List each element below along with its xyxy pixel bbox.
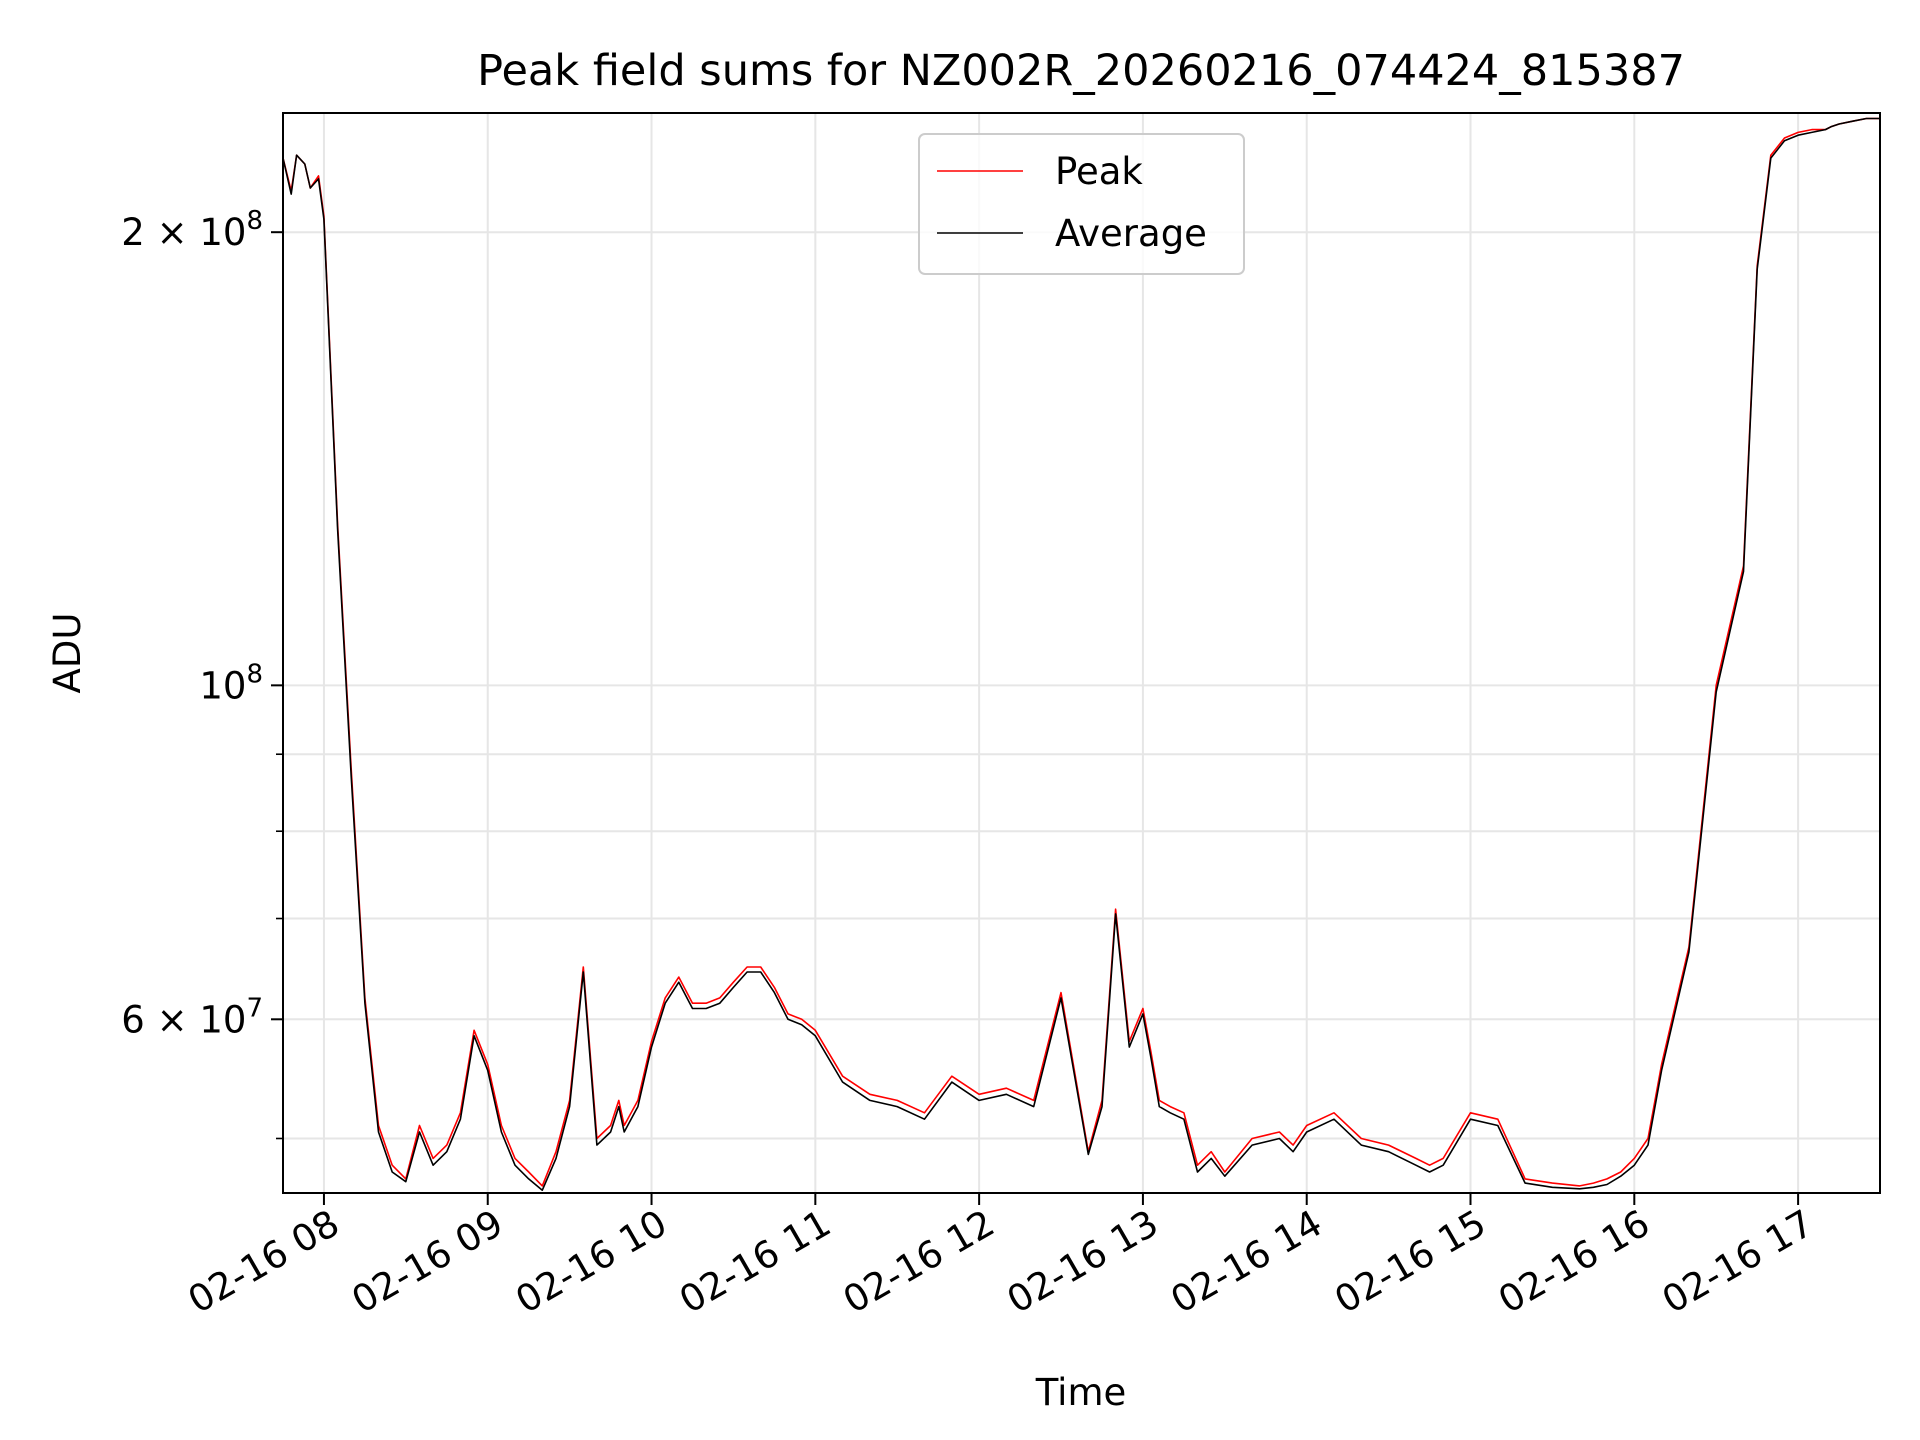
y-tick-label: 6 × 107 — [121, 993, 263, 1041]
legend-label-average: Average — [1055, 212, 1207, 255]
y-tick-label: 2 × 108 — [121, 206, 263, 254]
y-axis-label: ADU — [46, 613, 89, 694]
y-axis-ticks: 2 × 108 108 6 × 107 — [121, 206, 283, 1140]
legend: Peak Average — [918, 133, 1245, 275]
series-line-average — [282, 117, 1880, 1191]
x-axis-label: Time — [1035, 1371, 1127, 1414]
plot-lines — [282, 117, 1880, 1191]
legend-label-peak: Peak — [1055, 150, 1143, 193]
chart-title: Peak field sums for NZ002R_20260216_0744… — [477, 46, 1685, 96]
series-line-peak — [282, 117, 1880, 1187]
plot-frame — [282, 112, 1881, 1194]
legend-box — [918, 133, 1245, 275]
y-tick-label: 108 — [199, 659, 263, 707]
grid — [283, 113, 1880, 1193]
